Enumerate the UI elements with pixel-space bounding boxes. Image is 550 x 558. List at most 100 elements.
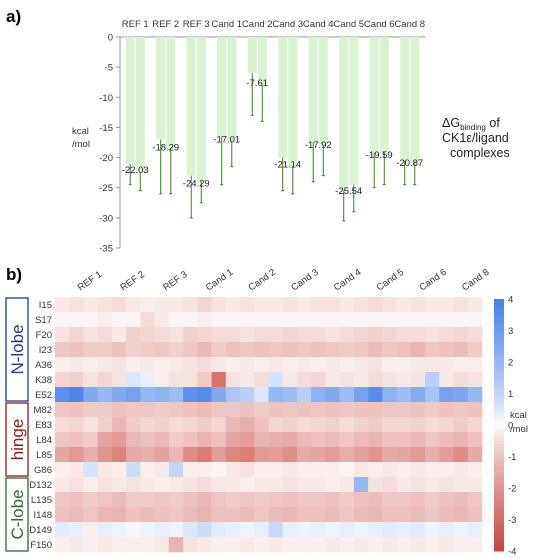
heatmap-cell — [439, 297, 454, 313]
heatmap-cell — [225, 447, 241, 463]
heatmap-cell — [325, 522, 340, 538]
bar-chart-y-tick-label: -35 — [99, 244, 113, 255]
heatmap-cell — [339, 297, 355, 313]
bar-chart-annotation: ΔGbinding of CK1ε/ligand complexes — [442, 116, 510, 160]
heatmap-cell — [382, 462, 397, 478]
heatmap-cell — [111, 372, 127, 388]
heatmap-cell — [111, 387, 127, 403]
heatmap-cell — [126, 342, 141, 358]
bar — [369, 37, 379, 154]
heatmap-column-label: Cand 5 — [375, 267, 406, 294]
heatmap-cell — [211, 297, 227, 313]
heatmap-cell — [296, 402, 312, 418]
heatmap-column-label: REF 1 — [76, 269, 104, 293]
heatmap-cell — [197, 402, 212, 418]
heatmap-cell — [225, 417, 241, 433]
bar-chart-x-tick-label: REF 1 — [122, 19, 149, 30]
heatmap-cell — [211, 312, 227, 328]
heatmap-cell — [183, 492, 198, 508]
bar-chart-x-tick-label: Cand 8 — [394, 19, 425, 30]
heatmap-cell — [268, 312, 284, 328]
heatmap-column-label: Cand 6 — [417, 267, 448, 294]
heatmap-cell — [183, 477, 198, 493]
colorbar-segment — [494, 339, 504, 344]
heatmap-cell — [396, 357, 412, 373]
heatmap-cell — [183, 342, 198, 358]
heatmap-row-label: K38 — [35, 375, 52, 386]
binding-energy-bar-chart: 0-5-10-15-20-25-30-35 REF 1 REF 2 REF 3 Can… — [72, 19, 510, 255]
heatmap-cell — [168, 342, 184, 358]
heatmap-cell — [168, 417, 184, 433]
heatmap-cell — [296, 537, 312, 553]
heatmap-cell — [439, 417, 454, 433]
heatmap-cell — [339, 387, 355, 403]
colorbar-segment — [494, 384, 504, 388]
bar-chart-error-bars — [128, 73, 417, 222]
colorbar-segment — [494, 484, 504, 489]
heatmap-cell — [425, 417, 440, 433]
colorbar-segment — [494, 440, 504, 445]
heatmap-cell — [410, 507, 426, 523]
heatmap-cell — [339, 537, 355, 553]
colorbar-segment — [494, 311, 504, 316]
heatmap-cell — [240, 432, 255, 448]
heatmap-cell — [154, 402, 170, 418]
heatmap-cell — [325, 387, 340, 403]
heatmap-cell — [467, 432, 483, 448]
heatmap-column-label: Cand 4 — [332, 267, 363, 294]
heatmap-cell — [69, 522, 84, 538]
heatmap-cell — [140, 492, 155, 508]
heatmap-row-label: I148 — [34, 510, 53, 521]
heatmap-cell — [425, 312, 440, 328]
heatmap-cell — [225, 432, 241, 448]
colorbar-segment — [494, 478, 504, 483]
heatmap-cell — [211, 387, 227, 403]
heatmap-cell — [353, 402, 369, 418]
heatmap-cell — [126, 312, 141, 328]
heatmap-cell — [97, 417, 113, 433]
heatmap-cell — [168, 312, 184, 328]
bar-chart-y-tick-label: -5 — [105, 63, 113, 74]
heatmap-cell — [97, 477, 113, 493]
region-box — [5, 297, 29, 402]
heatmap-cell — [353, 507, 369, 523]
heatmap-cell — [339, 372, 355, 388]
bar-value-label: -17.01 — [213, 135, 240, 146]
heatmap-cell — [69, 477, 84, 493]
heatmap-cell — [453, 462, 469, 478]
heatmap-cell — [240, 402, 255, 418]
colorbar-segment — [494, 541, 504, 546]
heatmap-cell — [325, 432, 340, 448]
heatmap-cell — [311, 492, 326, 508]
colorbar-segment — [494, 333, 504, 338]
region-box — [5, 477, 29, 552]
heatmap-cell — [240, 477, 255, 493]
heatmap-cell — [197, 507, 212, 523]
heatmap-cell — [97, 507, 113, 523]
heatmap-cell — [425, 357, 440, 373]
heatmap-cell — [296, 417, 312, 433]
heatmap-cell — [126, 522, 141, 538]
heatmap-cell — [282, 387, 298, 403]
heatmap-cell — [111, 327, 127, 343]
heatmap-cell — [325, 357, 340, 373]
heatmap-cell — [240, 297, 255, 313]
heatmap-cell — [425, 522, 440, 538]
heatmap-cell — [154, 357, 170, 373]
heatmap-cell — [382, 492, 397, 508]
colorbar-segment — [494, 447, 504, 451]
panel-label-b: b) — [6, 265, 22, 284]
bar — [379, 37, 389, 153]
heatmap-cell — [453, 522, 469, 538]
heatmap-cell — [211, 492, 227, 508]
heatmap-cell — [382, 342, 397, 358]
bar — [257, 37, 267, 85]
heatmap-cell — [225, 312, 241, 328]
heatmap-cell — [467, 342, 483, 358]
heatmap-cell — [126, 462, 141, 478]
heatmap-region-boxes: N-lobe hinge C-lobe — [5, 297, 29, 552]
heatmap-cell — [197, 522, 212, 538]
heatmap-cell — [183, 522, 198, 538]
heatmap-cell — [126, 402, 141, 418]
heatmap-cell — [396, 507, 412, 523]
